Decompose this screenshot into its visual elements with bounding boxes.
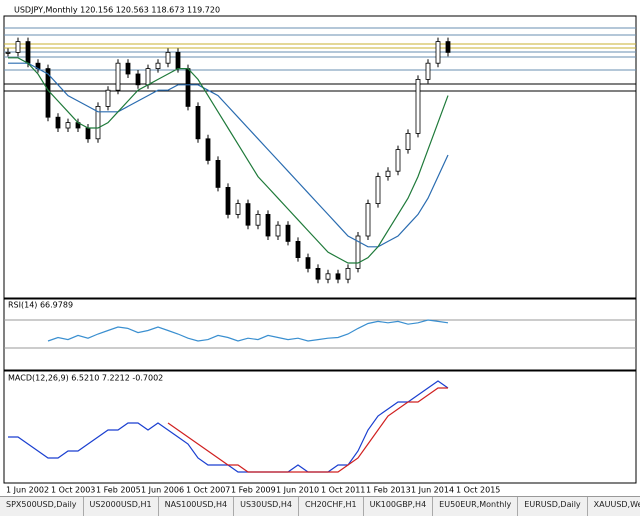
tab[interactable]: SPX500USD,Daily <box>0 497 84 516</box>
tab[interactable]: UK100GBP,H4 <box>364 497 434 516</box>
candle <box>205 138 211 161</box>
candle <box>355 235 361 269</box>
chart-header: USDJPY,Monthly 120.156 120.563 118.673 1… <box>14 6 220 15</box>
candle <box>305 257 311 269</box>
tab[interactable]: CH20CHF,H1 <box>299 497 364 516</box>
candle <box>165 52 171 64</box>
candle <box>435 41 441 64</box>
candle <box>105 89 111 107</box>
signal-line <box>167 387 448 473</box>
x-label: 1 Oct 2007 <box>186 486 230 495</box>
candle <box>235 203 241 215</box>
candle <box>365 203 371 237</box>
candle <box>185 68 191 107</box>
tab[interactable]: NAS100USD,H4 <box>159 497 235 516</box>
x-label: 1 Oct 2011 <box>321 486 365 495</box>
candle <box>195 106 201 140</box>
tab[interactable]: US2000USD,H1 <box>84 497 159 516</box>
candle <box>85 127 91 140</box>
x-label: 1 Jun 2010 <box>276 486 319 495</box>
candle <box>445 41 451 53</box>
candle <box>295 240 301 258</box>
rsi-label: RSI(14) 66.9789 <box>8 301 73 310</box>
x-label: 1 Feb 2005 <box>96 486 141 495</box>
x-label: 1 Feb 2009 <box>231 486 276 495</box>
chart-window: USDJPY,Monthly 120.156 120.563 118.673 1… <box>0 0 640 496</box>
candle <box>115 62 121 91</box>
candle <box>135 73 141 86</box>
candle <box>155 62 161 70</box>
x-label: 1 Jun 2002 <box>6 486 49 495</box>
main-panel <box>3 15 637 299</box>
ma-fast <box>8 57 449 264</box>
x-label: 1 Jun 2014 <box>411 486 454 495</box>
rsi-panel <box>3 298 637 371</box>
candle <box>385 170 391 177</box>
candle <box>395 149 401 172</box>
candle <box>415 79 421 134</box>
candle <box>95 106 101 140</box>
candle <box>265 213 271 237</box>
candle <box>345 267 351 280</box>
tab[interactable]: US30USD,H4 <box>234 497 299 516</box>
rsi-line <box>47 319 449 342</box>
candle <box>25 41 31 64</box>
candle <box>375 176 381 205</box>
x-label: 1 Oct 2015 <box>456 486 500 495</box>
candle <box>325 273 331 280</box>
background <box>0 0 640 496</box>
x-label: 1 Oct 2003 <box>51 486 95 495</box>
candle <box>335 273 341 280</box>
candle <box>425 62 431 80</box>
candle <box>5 52 11 54</box>
level-lines <box>4 27 636 349</box>
candle <box>65 122 71 129</box>
candle <box>175 52 181 70</box>
candle <box>145 68 151 86</box>
candle <box>315 267 321 280</box>
candle <box>285 224 291 242</box>
ma-slow <box>8 62 449 248</box>
candle <box>245 203 251 226</box>
candle <box>55 116 61 129</box>
tab-bar: SPX500USD,Daily US2000USD,H1 NAS100USD,H4 U… <box>0 496 640 516</box>
candle <box>215 159 221 188</box>
candle <box>405 132 411 150</box>
macd-panel <box>3 370 637 484</box>
x-label: 1 Jun 2006 <box>141 486 184 495</box>
macd-label: MACD(12,26,9) 6.5210 7.2212 -0.7002 <box>8 374 163 383</box>
candle <box>225 186 231 215</box>
tab[interactable]: EU50EUR,Monthly <box>433 497 519 516</box>
x-label: 1 Feb 2013 <box>366 486 411 495</box>
candle <box>255 213 261 226</box>
tab[interactable]: EURUSD,Daily <box>518 497 588 516</box>
candle <box>125 62 131 75</box>
candle <box>15 41 21 53</box>
tab[interactable]: XAUUSD,Weekly <box>588 497 640 516</box>
candle <box>275 224 281 237</box>
